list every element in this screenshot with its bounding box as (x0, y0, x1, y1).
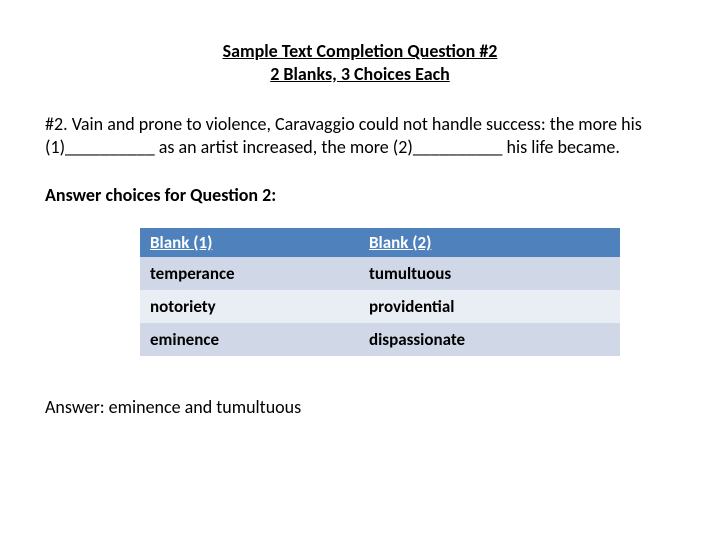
cell-tail (602, 257, 620, 290)
title-line-2: 2 Blanks, 3 Choices Each (45, 63, 675, 86)
answer-line: Answer: eminence and tumultuous (45, 396, 675, 418)
choices-heading: Answer choices for Question 2: (45, 184, 675, 206)
col-header-1: Blank (1) (140, 228, 359, 257)
cell-blank1-opt3: eminence (140, 323, 359, 356)
table-row: notoriety providential (140, 290, 620, 323)
table-row: temperance tumultuous (140, 257, 620, 290)
choices-table: Blank (1) Blank (2) temperance tumultuou… (140, 228, 620, 356)
table-row: eminence dispassionate (140, 323, 620, 356)
table-header-row: Blank (1) Blank (2) (140, 228, 620, 257)
cell-blank2-opt1: tumultuous (359, 257, 602, 290)
cell-blank2-opt3: dispassionate (359, 323, 602, 356)
cell-tail (602, 323, 620, 356)
title-block: Sample Text Completion Question #2 2 Bla… (45, 40, 675, 85)
cell-blank2-opt2: providential (359, 290, 602, 323)
col-header-tail (602, 228, 620, 257)
cell-blank1-opt2: notoriety (140, 290, 359, 323)
cell-blank1-opt1: temperance (140, 257, 359, 290)
question-text: #2. Vain and prone to violence, Caravagg… (45, 113, 675, 160)
title-line-1: Sample Text Completion Question #2 (45, 40, 675, 63)
cell-tail (602, 290, 620, 323)
col-header-2: Blank (2) (359, 228, 602, 257)
